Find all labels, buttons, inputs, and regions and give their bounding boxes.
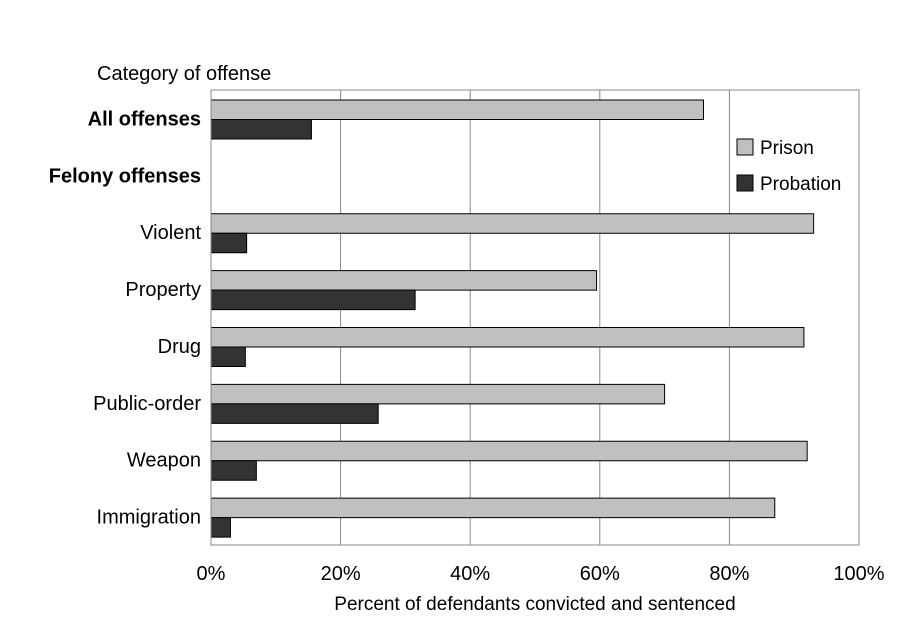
bar-probation bbox=[210, 460, 257, 481]
bar-probation bbox=[210, 517, 231, 538]
bar-probation bbox=[210, 289, 416, 311]
bar-prison bbox=[210, 99, 704, 120]
category-label: Public-order bbox=[93, 393, 201, 415]
bar-prison bbox=[210, 270, 598, 291]
legend-label-probation: Probation bbox=[760, 174, 841, 195]
bar-prison bbox=[210, 327, 805, 348]
x-tick-label: 80% bbox=[709, 563, 749, 585]
category-label: Felony offenses bbox=[49, 165, 201, 187]
legend-swatch-prison bbox=[736, 138, 754, 156]
legend: Prison Probation bbox=[736, 138, 841, 195]
x-tick-label: 60% bbox=[580, 563, 620, 585]
legend-label-prison: Prison bbox=[760, 138, 814, 159]
bars bbox=[210, 99, 815, 538]
bar-prison bbox=[210, 497, 776, 519]
category-labels: All offenses Felony offenses Violent Proper… bbox=[49, 108, 202, 528]
plot-frame bbox=[210, 89, 860, 546]
bar-prison bbox=[210, 440, 808, 462]
x-tick-labels: 0% 20% 40% 60% 80% 100% bbox=[197, 563, 885, 585]
x-tick-label: 0% bbox=[197, 563, 226, 585]
bar-probation bbox=[210, 346, 246, 367]
legend-swatch-probation bbox=[736, 174, 754, 192]
gridlines bbox=[340, 90, 730, 545]
x-tick-label: 20% bbox=[321, 563, 361, 585]
category-label: Violent bbox=[140, 222, 201, 244]
y-axis-title: Category of offense bbox=[97, 63, 271, 85]
category-label: Property bbox=[125, 279, 201, 301]
bar-probation bbox=[210, 403, 379, 424]
category-label: All offenses bbox=[88, 108, 201, 130]
x-axis-title: Percent of defendants convicted and sent… bbox=[334, 594, 735, 615]
category-label: Immigration bbox=[97, 507, 201, 529]
bar-prison bbox=[210, 213, 815, 234]
bar-probation bbox=[210, 119, 312, 140]
x-tick-label: 40% bbox=[450, 563, 490, 585]
category-label: Weapon bbox=[127, 450, 201, 472]
x-tick-label: 100% bbox=[833, 563, 884, 585]
bar-prison bbox=[210, 383, 666, 405]
category-label: Drug bbox=[158, 336, 201, 358]
bar-probation bbox=[210, 232, 248, 254]
